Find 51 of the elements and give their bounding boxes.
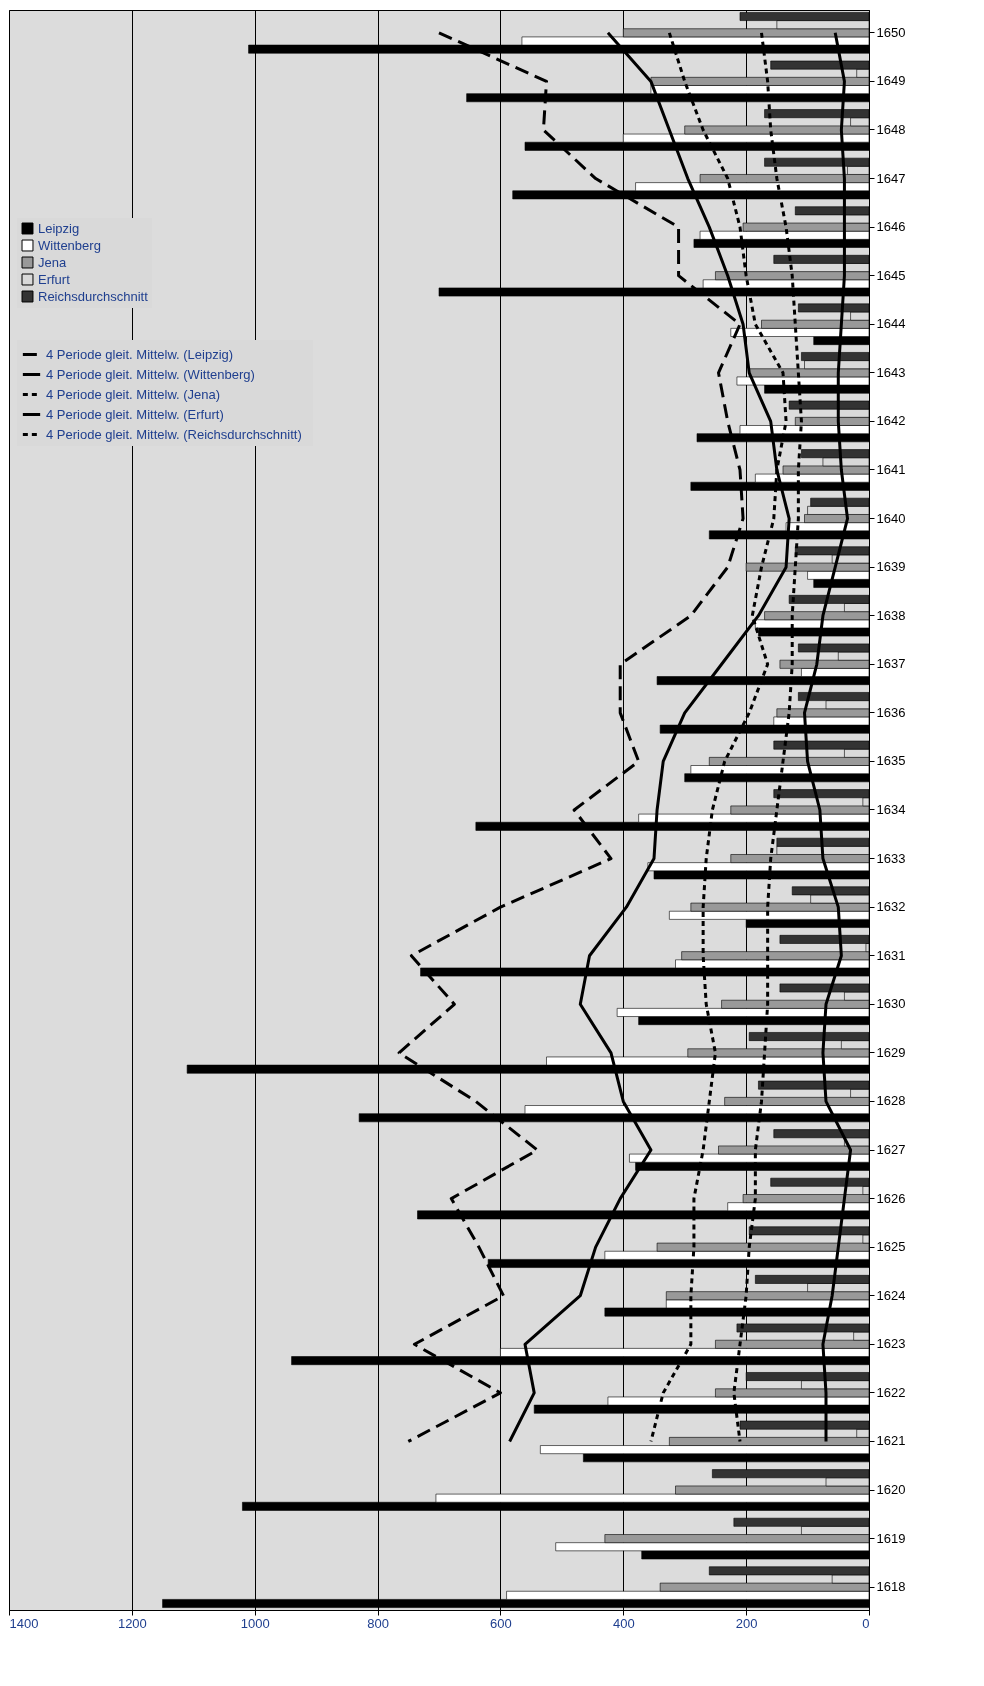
y-tick-label: 1647 — [876, 170, 906, 186]
x-tick-label: 400 — [612, 1615, 635, 1631]
legend-label: 4 Periode gleit. Mittelw. (Leipzig) — [46, 346, 234, 362]
legend-label: 4 Periode gleit. Mittelw. (Erfurt) — [46, 406, 224, 422]
x-tick-label: 1000 — [240, 1615, 270, 1631]
y-tick-label: 1629 — [876, 1044, 906, 1060]
y-tick-label: 1619 — [876, 1530, 906, 1546]
y-tick-label: 1633 — [876, 850, 906, 866]
legend-label: 4 Periode gleit. Mittelw. (Reichsdurchschnitt) — [46, 426, 302, 442]
legend-label: Reichsdurchschnitt — [38, 288, 149, 304]
y-tick-label: 1642 — [876, 413, 906, 429]
x-tick-label: 600 — [490, 1615, 512, 1631]
y-tick-label: 1625 — [876, 1239, 906, 1255]
y-tick-label: 1628 — [876, 1093, 906, 1109]
y-tick-label: 1636 — [876, 704, 906, 720]
y-tick-label: 1646 — [876, 219, 906, 235]
y-tick-label: 1638 — [876, 607, 906, 623]
y-tick-label: 1632 — [876, 899, 906, 915]
x-tick-label: 0 — [862, 1615, 870, 1631]
legend-label: Wittenberg — [38, 237, 101, 253]
x-tick-label: 1400 — [9, 1615, 39, 1631]
y-tick-label: 1622 — [876, 1384, 906, 1400]
legend-label: Leipzig — [38, 220, 80, 236]
y-tick-label: 1635 — [876, 753, 906, 769]
y-tick-label: 1630 — [876, 996, 906, 1012]
y-tick-label: 1631 — [876, 947, 906, 963]
y-tick-label: 1634 — [876, 802, 906, 817]
legend-label: 4 Periode gleit. Mittelw. (Jena) — [46, 386, 221, 402]
y-tick-label: 1649 — [876, 73, 906, 89]
y-tick-label: 1640 — [876, 510, 906, 526]
y-tick-label: 1624 — [876, 1287, 906, 1303]
legend-label: 4 Periode gleit. Mittelw. (Wittenberg) — [46, 366, 255, 382]
y-tick-label: 1618 — [876, 1579, 906, 1595]
x-tick-label: 1200 — [117, 1615, 147, 1631]
y-tick-label: 1650 — [876, 24, 906, 40]
legend-label: Erfurt — [38, 271, 71, 287]
y-tick-label: 1639 — [876, 559, 906, 575]
y-tick-label: 1645 — [876, 267, 906, 283]
y-tick-label: 1626 — [876, 1190, 906, 1206]
y-tick-label: 1623 — [876, 1336, 906, 1352]
legend-label: Jena — [38, 254, 67, 270]
y-tick-label: 1627 — [876, 1142, 906, 1158]
y-tick-label: 1620 — [876, 1482, 906, 1498]
y-tick-label: 1644 — [876, 316, 906, 332]
y-tick-label: 1637 — [876, 656, 906, 672]
x-tick-label: 200 — [735, 1615, 758, 1631]
x-tick-label: 800 — [367, 1615, 389, 1631]
y-tick-label: 1643 — [876, 364, 906, 380]
y-tick-label: 1648 — [876, 121, 906, 137]
y-tick-label: 1621 — [876, 1433, 906, 1449]
y-tick-label: 1641 — [876, 461, 906, 477]
